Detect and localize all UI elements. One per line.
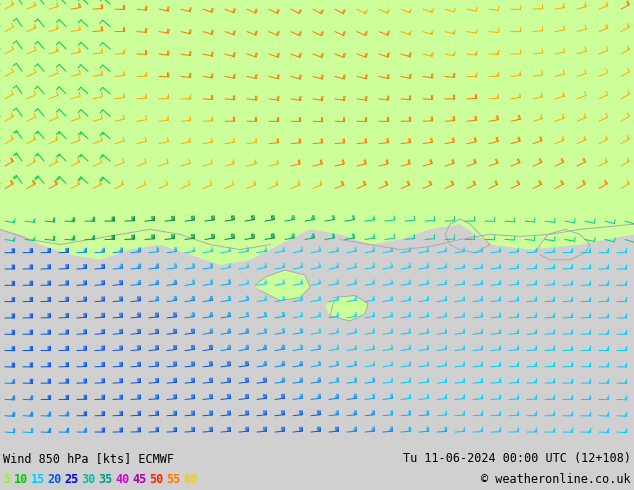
Text: 55: 55 [167,473,181,486]
Text: 20: 20 [48,473,61,486]
Text: 25: 25 [65,473,79,486]
Text: 40: 40 [115,473,130,486]
Polygon shape [325,295,368,321]
Text: 5: 5 [3,473,10,486]
Text: 10: 10 [13,473,28,486]
Text: Wind 850 hPa [kts] ECMWF: Wind 850 hPa [kts] ECMWF [3,452,174,466]
Text: 15: 15 [30,473,45,486]
Text: 50: 50 [150,473,164,486]
Polygon shape [255,270,310,300]
Text: Tu 11-06-2024 00:00 UTC (12+108): Tu 11-06-2024 00:00 UTC (12+108) [403,452,631,466]
Text: © weatheronline.co.uk: © weatheronline.co.uk [481,473,631,486]
Text: 60: 60 [183,473,198,486]
Text: 45: 45 [133,473,146,486]
Text: 35: 35 [98,473,113,486]
Text: 30: 30 [82,473,96,486]
Polygon shape [0,0,634,265]
